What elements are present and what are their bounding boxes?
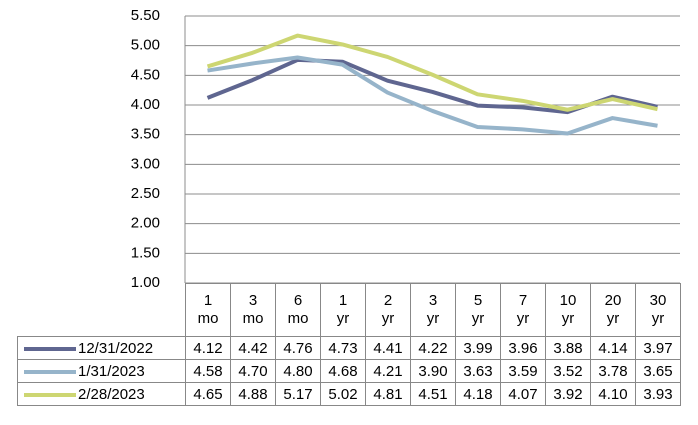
x-tick-label: 10 yr (559, 292, 577, 327)
table-header-row: 1 mo 3 mo 6 mo 1 yr 2 yr 3 yr 5 yr 7 yr 10 yr 20 … (18, 283, 681, 337)
value-cell: 4.70 (230, 359, 276, 383)
table-row: 2/28/2023 4.65 4.88 5.17 5.02 4.81 4.51 4.18 4.0… (17, 382, 681, 406)
value-cell: 5.17 (275, 382, 321, 406)
category-cell: 5 yr (455, 283, 501, 337)
value-cell: 3.88 (545, 336, 591, 360)
value-cell: 4.80 (275, 359, 321, 383)
value-cell: 4.14 (590, 336, 636, 360)
category-cell: 20 yr (590, 283, 636, 337)
y-tick-label: 2.00 (131, 215, 160, 232)
value-cell: 4.68 (320, 359, 366, 383)
y-tick-label: 5.50 (131, 7, 160, 24)
value-cell: 4.22 (410, 336, 456, 360)
category-cell: 7 yr (500, 283, 546, 337)
value-cell: 4.51 (410, 382, 456, 406)
legend-swatch (24, 392, 76, 397)
x-tick-label: 1 mo (197, 292, 219, 327)
value-cell: 3.93 (635, 382, 681, 406)
legend-cell: 1/31/2023 (17, 359, 186, 383)
x-tick-label: 3 mo (242, 292, 264, 327)
y-tick-label: 5.00 (131, 37, 160, 54)
category-cell: 3 mo (230, 283, 276, 337)
legend-label: 12/31/2022 (78, 339, 154, 357)
value-cell: 4.41 (365, 336, 411, 360)
y-tick-label: 4.00 (131, 96, 160, 113)
value-cell: 4.73 (320, 336, 366, 360)
value-cell: 4.12 (185, 336, 231, 360)
value-cell: 3.52 (545, 359, 591, 383)
legend-cell: 2/28/2023 (17, 382, 186, 406)
table-row: 1/31/2023 4.58 4.70 4.80 4.68 4.21 3.90 3.63 3.5… (17, 359, 681, 383)
value-cell: 4.21 (365, 359, 411, 383)
category-cell: 1 yr (320, 283, 366, 337)
legend-cell: 12/31/2022 (17, 336, 186, 360)
legend-swatch (24, 346, 76, 351)
value-cell: 3.59 (500, 359, 546, 383)
category-cell: 10 yr (545, 283, 591, 337)
value-cell: 3.92 (545, 382, 591, 406)
series-line (207, 55, 658, 136)
data-table: 1 mo 3 mo 6 mo 1 yr 2 yr 3 yr 5 yr 7 yr 10 yr 20 … (17, 283, 681, 406)
x-tick-label: 1 yr (336, 292, 350, 327)
category-cell: 2 yr (365, 283, 411, 337)
x-tick-label: 20 yr (604, 292, 622, 327)
category-cell: 3 yr (410, 283, 456, 337)
y-tick-label: 1.50 (131, 244, 160, 261)
value-cell: 3.96 (500, 336, 546, 360)
table-row: 12/31/2022 4.12 4.42 4.76 4.73 4.41 4.22 3.99 3.… (17, 336, 681, 360)
category-cell: 30 yr (635, 283, 681, 337)
value-cell: 4.76 (275, 336, 321, 360)
x-tick-label: 3 yr (426, 292, 440, 327)
y-tick-label: 1.00 (131, 274, 160, 291)
value-cell: 3.78 (590, 359, 636, 383)
value-cell: 3.65 (635, 359, 681, 383)
legend-label: 1/31/2023 (78, 362, 145, 380)
series-line (206, 33, 658, 112)
x-tick-label: 7 yr (516, 292, 530, 327)
x-tick-label: 5 yr (471, 292, 485, 327)
value-cell: 3.63 (455, 359, 501, 383)
y-tick-label: 2.50 (131, 185, 160, 202)
value-cell: 4.42 (230, 336, 276, 360)
legend-label: 2/28/2023 (78, 385, 145, 403)
value-cell: 4.58 (185, 359, 231, 383)
legend-swatch (24, 369, 76, 374)
x-tick-label: 6 mo (287, 292, 309, 327)
value-cell: 4.88 (230, 382, 276, 406)
value-cell: 3.99 (455, 336, 501, 360)
value-cell: 4.07 (500, 382, 546, 406)
y-tick-label: 3.00 (131, 155, 160, 172)
value-cell: 4.81 (365, 382, 411, 406)
category-cell: 6 mo (275, 283, 321, 337)
x-tick-label: 2 yr (381, 292, 395, 327)
y-tick-label: 4.50 (131, 66, 160, 83)
value-cell: 3.97 (635, 336, 681, 360)
y-tick-label: 3.50 (131, 126, 160, 143)
category-cell: 1 mo (185, 283, 231, 337)
value-cell: 3.90 (410, 359, 456, 383)
value-cell: 4.10 (590, 382, 636, 406)
value-cell: 4.18 (455, 382, 501, 406)
value-cell: 5.02 (320, 382, 366, 406)
x-tick-label: 30 yr (649, 292, 667, 327)
value-cell: 4.65 (185, 382, 231, 406)
empty-cell (18, 284, 186, 337)
